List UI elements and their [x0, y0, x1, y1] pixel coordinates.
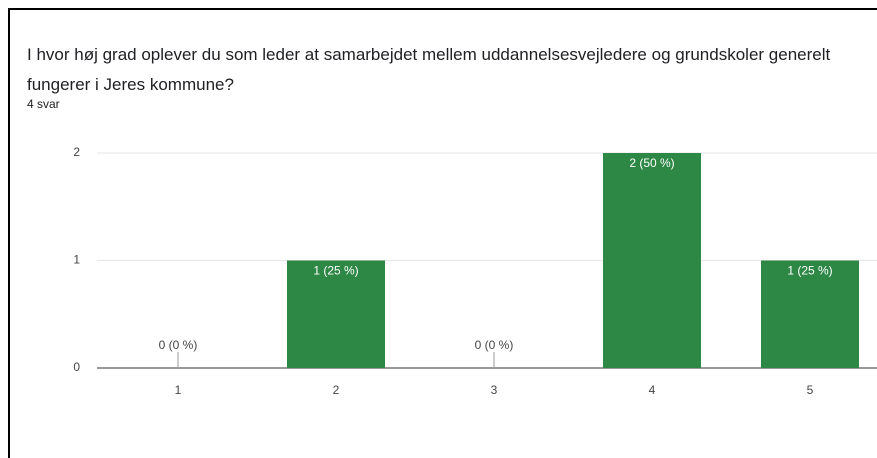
bar [603, 153, 701, 368]
chart-title: I hvor høj grad oplever du som leder at … [27, 45, 831, 94]
x-tick-label: 1 [175, 383, 182, 397]
y-tick-label: 0 [73, 360, 80, 374]
bar [761, 260, 859, 368]
response-count: 4 svar [27, 97, 60, 111]
value-label: 1 (25 %) [787, 264, 832, 278]
card-frame [8, 8, 877, 458]
value-label: 2 (50 %) [629, 156, 674, 170]
x-tick-label: 4 [649, 383, 656, 397]
value-label: 0 (0 %) [475, 338, 514, 352]
bar [287, 260, 385, 368]
y-tick-label: 1 [73, 253, 80, 267]
value-label: 0 (0 %) [159, 338, 198, 352]
value-label: 1 (25 %) [313, 264, 358, 278]
y-tick-label: 2 [73, 145, 80, 159]
x-tick-label: 2 [333, 383, 340, 397]
x-tick-label: 5 [807, 383, 814, 397]
x-tick-label: 3 [491, 383, 498, 397]
